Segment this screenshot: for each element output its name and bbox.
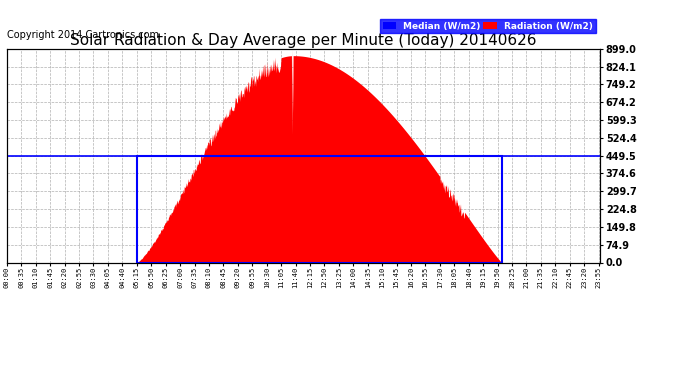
Title: Solar Radiation & Day Average per Minute (Today) 20140626: Solar Radiation & Day Average per Minute…: [70, 33, 537, 48]
Text: Copyright 2014 Cartronics.com: Copyright 2014 Cartronics.com: [7, 30, 159, 40]
Bar: [137, 156, 502, 262]
Legend: Median (W/m2), Radiation (W/m2): Median (W/m2), Radiation (W/m2): [380, 19, 595, 33]
